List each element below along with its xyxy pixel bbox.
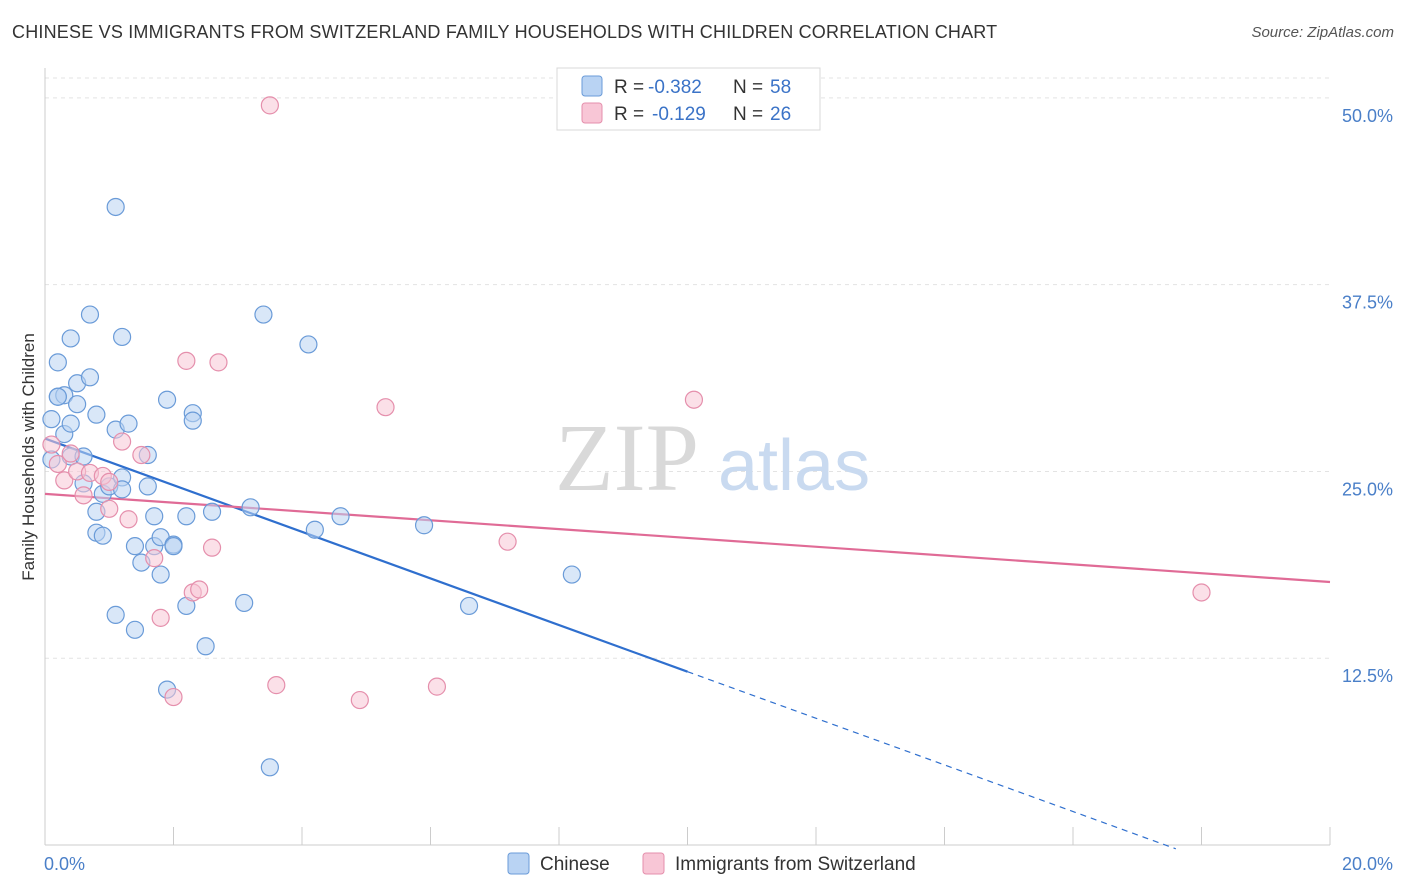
chinese-point-55 — [562, 565, 581, 584]
chinese-point-28 — [125, 620, 145, 639]
chinese-point-52 — [331, 507, 350, 526]
stats-legend: R = -0.382 N = 58 R = -0.129 N = 26 — [556, 67, 821, 131]
bottom-legend-label-chinese: Chinese — [540, 854, 610, 875]
legend-n-label-chinese: N = — [733, 77, 763, 98]
chinese-point-15 — [87, 405, 106, 424]
chinese-point-23 — [106, 605, 125, 624]
swiss-point-27 — [684, 390, 704, 409]
swiss-point-28 — [1192, 583, 1211, 602]
chinese-point-49 — [260, 758, 279, 777]
chinese-point-50 — [299, 335, 318, 354]
swiss-point-13 — [145, 549, 164, 568]
chinese-point-41 — [177, 507, 196, 526]
swiss-point-14 — [151, 608, 170, 627]
chinese-point-47 — [241, 498, 260, 517]
chinese-point-1 — [42, 410, 61, 429]
chinese-point-33 — [145, 507, 164, 526]
y-tick-label-2: 37.5% — [1342, 293, 1393, 313]
swiss-point-11 — [119, 510, 138, 529]
swiss-point-16 — [177, 351, 196, 370]
legend-n-value-chinese: 58 — [770, 77, 791, 98]
watermark-zip: ZIP — [555, 404, 699, 511]
legend-swatch-chinese — [581, 75, 603, 97]
chinese-trend-line-extension — [687, 671, 1177, 850]
legend-r-value-chinese: -0.382 — [648, 77, 702, 98]
swiss-point-24 — [376, 398, 395, 417]
y-tick-label-3: 50.0% — [1342, 106, 1393, 126]
legend-r-label-chinese: R = — [614, 77, 644, 98]
swiss-point-10 — [112, 432, 132, 451]
swiss-point-21 — [260, 96, 279, 115]
chinese-point-9 — [68, 395, 87, 414]
legend-n-value-swiss: 26 — [770, 104, 791, 125]
chinese-point-7 — [61, 414, 80, 433]
chinese-point-22 — [106, 197, 125, 217]
swiss-point-8 — [100, 472, 119, 492]
chinese-point-44 — [196, 637, 215, 656]
chinese-point-57 — [164, 537, 183, 556]
swiss-point-1 — [48, 454, 67, 474]
chinese-point-36 — [151, 565, 170, 584]
y-tick-label-0: 12.5% — [1342, 666, 1393, 686]
chinese-point-24 — [112, 327, 132, 347]
legend-n-label-swiss: N = — [733, 104, 763, 125]
chart-title: CHINESE VS IMMIGRANTS FROM SWITZERLAND F… — [12, 22, 998, 42]
swiss-point-19 — [202, 538, 222, 557]
chinese-point-45 — [202, 502, 222, 521]
swiss-point-12 — [132, 445, 151, 465]
chinese-point-46 — [235, 593, 254, 613]
watermark: ZIP atlas — [555, 404, 870, 511]
x-tick-label-1: 20.0% — [1342, 854, 1393, 874]
bottom-legend-label-swiss: Immigrants from Switzerland — [675, 854, 916, 875]
x-tick-label-0: 0.0% — [44, 854, 85, 874]
swiss-point-23 — [350, 690, 369, 710]
chinese-point-14 — [80, 368, 100, 387]
chinese-point-48 — [254, 305, 273, 324]
chinese-trend-line — [44, 437, 688, 673]
y-tick-labels: 12.5% 25.0% 37.5% 50.0% — [1342, 106, 1393, 686]
chinese-point-54 — [459, 596, 479, 616]
swiss-point-5 — [74, 486, 93, 505]
bottom-legend-swatch-swiss — [642, 852, 665, 875]
series-legend: Chinese Immigrants from Switzerland — [507, 852, 916, 875]
chinese-point-31 — [138, 477, 157, 496]
swiss-point-2 — [55, 471, 74, 490]
chinese-point-37 — [157, 390, 177, 409]
swiss-point-22 — [267, 676, 286, 695]
y-axis-label: Family Households with Children — [19, 333, 38, 581]
chinese-point-19 — [93, 526, 112, 545]
swiss-point-9 — [100, 499, 119, 518]
chinese-point-56 — [48, 387, 67, 406]
chinese-point-51 — [305, 520, 324, 539]
swiss-point-25 — [427, 677, 447, 696]
chinese-point-53 — [414, 516, 434, 535]
swiss-point-20 — [209, 353, 228, 372]
bottom-legend-swatch-chinese — [507, 852, 530, 875]
legend-r-label-swiss: R = — [614, 104, 644, 125]
swiss-point-26 — [498, 532, 517, 551]
y-tick-label-1: 25.0% — [1342, 479, 1393, 499]
chinese-point-13 — [80, 305, 100, 324]
swiss-point-3 — [61, 444, 80, 463]
chinese-point-29 — [125, 537, 145, 556]
data-points — [42, 96, 1211, 777]
watermark-atlas: atlas — [718, 426, 870, 506]
chinese-point-2 — [48, 353, 67, 372]
chinese-point-43 — [183, 411, 202, 430]
x-tick-labels: 0.0% 20.0% — [44, 854, 1393, 874]
swiss-point-0 — [42, 435, 61, 454]
grid-lines — [45, 77, 1330, 659]
swiss-point-18 — [190, 580, 209, 599]
chinese-point-8 — [61, 329, 80, 348]
chinese-point-27 — [119, 414, 138, 433]
source-credit: Source: ZipAtlas.com — [1251, 24, 1394, 41]
legend-r-value-swiss: -0.129 — [652, 104, 706, 125]
legend-swatch-swiss — [581, 102, 603, 124]
swiss-point-15 — [164, 687, 183, 707]
